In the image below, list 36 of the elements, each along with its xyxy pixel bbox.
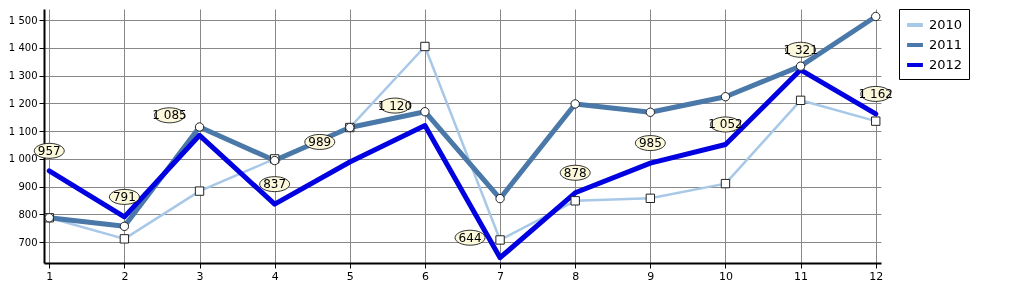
y-tick-label: 700 [18,236,38,248]
x-tick-label: 2 [121,269,129,283]
legend-label: 2010 [929,17,963,32]
data-label: 791 [112,189,136,204]
y-tick-label: 1 500 [8,14,38,26]
x-tick-label: 9 [647,269,655,283]
y-tick-label: 1 100 [8,125,38,137]
x-tick-label: 8 [572,269,580,283]
data-label: 644 [458,230,482,245]
x-tick-label: 1 [46,269,54,283]
y-tick-label: 1 300 [8,70,38,82]
y-tick-label: 1 000 [8,153,38,165]
legend-label: 2011 [929,37,963,52]
y-tick-label: 800 [18,208,38,220]
x-tick-label: 11 [794,269,809,283]
x-tick-label: 4 [271,269,279,283]
x-tick-label: 5 [346,269,354,283]
data-label: 878 [563,165,587,180]
x-tick-label: 6 [421,269,429,283]
y-tick-label: 1 400 [8,42,38,54]
y-tick-label: 1 200 [8,97,38,109]
y-tick-label: 900 [18,181,38,193]
data-label: 1 085 [152,108,187,123]
data-label: 837 [263,177,287,192]
legend-label: 2012 [929,57,963,72]
data-label: 1 321 [783,42,818,57]
data-label: 1 120 [377,98,413,113]
x-tick-label: 7 [497,269,505,283]
data-label: 957 [37,143,61,158]
x-tick-label: 3 [196,269,204,283]
data-label: 1 052 [708,117,743,132]
data-label: 1 162 [858,86,893,101]
x-tick-label: 12 [869,269,884,283]
x-tick-label: 10 [718,269,733,283]
data-label: 989 [308,134,332,149]
data-label: 985 [638,136,662,151]
